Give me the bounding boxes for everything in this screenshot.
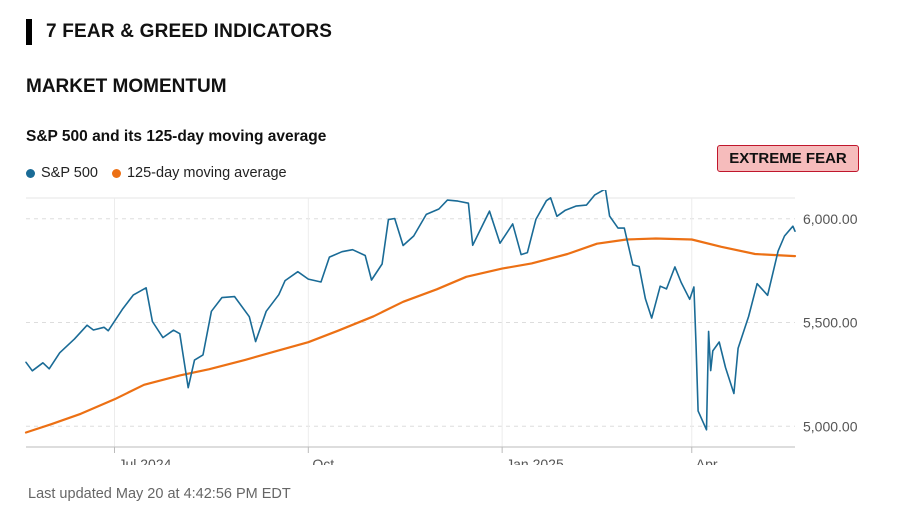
- y-tick-label: 5,000.00: [803, 418, 858, 434]
- y-tick-label: 6,000.00: [803, 211, 858, 227]
- y-tick-label: 5,500.00: [803, 315, 858, 331]
- section-header: 7 FEAR & GREED INDICATORS: [26, 19, 332, 45]
- legend-item-sp500: S&P 500: [26, 165, 98, 181]
- x-tick-label: Jul 2024: [118, 456, 171, 465]
- sentiment-badge: EXTREME FEAR: [717, 145, 859, 172]
- legend-label-moving-average: 125-day moving average: [126, 165, 287, 181]
- series-line-sp500: [25, 190, 796, 431]
- legend-dot-sp500: [26, 168, 35, 178]
- x-tick-label: Oct: [312, 456, 334, 465]
- legend-dot-moving-average: [111, 168, 121, 178]
- x-tick-label: Jan 2025: [506, 456, 564, 465]
- chart-title: S&P 500 and its 125-day moving average: [26, 128, 327, 145]
- section-title: 7 FEAR & GREED INDICATORS: [46, 21, 333, 42]
- x-tick-label: Apr: [696, 456, 718, 465]
- legend-item-moving-average: 125-day moving average: [111, 165, 287, 181]
- indicator-title: MARKET MOMENTUM: [26, 76, 227, 97]
- section-accent-bar: [26, 19, 32, 45]
- series-line-moving-average: [24, 237, 797, 434]
- legend-label-sp500: S&P 500: [41, 165, 98, 181]
- chart-legend: S&P 500 125-day moving average: [26, 165, 301, 181]
- last-updated-text: Last updated May 20 at 4:42:56 PM EDT: [28, 486, 291, 502]
- sp500-line-chart: 5,000.00 5,500.00 6,000.00 Jul 2024 Oct Jan 2…: [24, 190, 858, 465]
